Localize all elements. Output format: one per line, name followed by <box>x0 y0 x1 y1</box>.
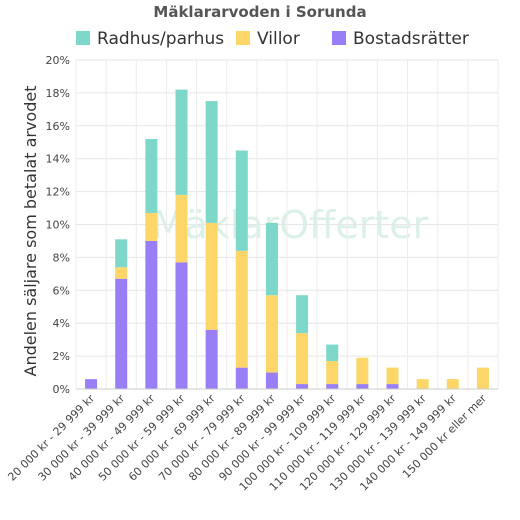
y-tick-label: 8% <box>53 251 70 264</box>
bar-segment-villor <box>356 357 369 385</box>
bar-segment-bostadsrätter <box>386 384 399 389</box>
y-tick-label: 2% <box>53 350 70 363</box>
bar-segment-radhus-parhus <box>205 101 218 223</box>
bar-segment-radhus-parhus <box>265 222 278 296</box>
bar-segment-bostadsrätter <box>296 384 309 389</box>
legend-swatch <box>332 31 346 45</box>
y-axis-ticks: 0% 2% 4% 6% 8% 10% 12% 14% 16% 18% 20% <box>46 54 70 396</box>
y-tick-label: 16% <box>46 120 70 133</box>
bar-segment-villor <box>175 194 188 263</box>
bar-segment-radhus-parhus <box>145 138 158 213</box>
bar-segment-radhus-parhus <box>235 150 248 251</box>
bar-segment-villor <box>326 361 339 385</box>
bar-segment-bostadsrätter <box>265 372 278 389</box>
bars <box>85 89 489 389</box>
bar-segment-bostadsrätter <box>205 329 218 389</box>
bar-segment-bostadsrätter <box>235 367 248 389</box>
bar-segment-villor <box>416 379 429 389</box>
bar-segment-bostadsrätter <box>175 262 188 389</box>
bar-segment-villor <box>115 267 128 279</box>
bar-segment-radhus-parhus <box>296 295 309 334</box>
y-axis-label: Andelen säljare som betalat arvodet <box>21 86 40 377</box>
bar-segment-villor <box>296 333 309 385</box>
grid-lines <box>75 59 499 390</box>
y-tick-label: 12% <box>46 186 70 199</box>
bar-segment-villor <box>265 295 278 373</box>
bar-segment-radhus-parhus <box>326 344 339 362</box>
legend-label: Radhus/parhus <box>97 29 224 49</box>
legend-label: Villor <box>257 29 300 49</box>
legend-swatch <box>76 31 90 45</box>
bar-segment-bostadsrätter <box>85 379 98 389</box>
y-tick-label: 0% <box>53 383 70 396</box>
bar-segment-bostadsrätter <box>115 278 128 389</box>
legend-item: Villor <box>236 29 300 49</box>
bar-segment-villor <box>386 367 399 385</box>
legend-item: Bostadsrätter <box>332 29 469 49</box>
bar-segment-villor <box>476 367 489 389</box>
bar-segment-villor <box>145 212 158 241</box>
bar-segment-radhus-parhus <box>115 239 128 268</box>
y-tick-label: 18% <box>46 87 70 100</box>
bar-segment-bostadsrätter <box>145 240 158 389</box>
y-tick-label: 6% <box>53 284 70 297</box>
chart-title: Mäklararvoden i Sorunda <box>153 3 366 21</box>
y-tick-label: 20% <box>46 54 70 67</box>
y-tick-label: 14% <box>46 153 70 166</box>
legend: Radhus/parhus Villor Bostadsrätter <box>76 29 469 49</box>
bar-segment-villor <box>235 250 248 368</box>
bar-segment-radhus-parhus <box>175 89 188 195</box>
legend-label: Bostadsrätter <box>353 29 469 49</box>
y-tick-label: 4% <box>53 317 70 330</box>
bar-segment-bostadsrätter <box>326 384 339 389</box>
legend-item: Radhus/parhus <box>76 29 224 49</box>
bar-segment-villor <box>205 222 218 330</box>
legend-swatch <box>236 31 250 45</box>
y-tick-label: 10% <box>46 219 70 232</box>
bar-segment-villor <box>446 379 459 389</box>
bar-segment-bostadsrätter <box>356 384 369 389</box>
